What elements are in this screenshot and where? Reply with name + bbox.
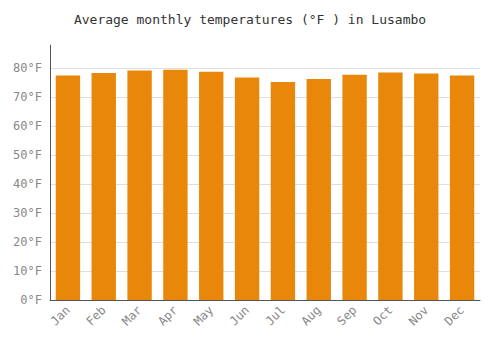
- svg-text:Oct: Oct: [370, 303, 395, 328]
- svg-text:Apr: Apr: [155, 303, 180, 328]
- svg-text:Jan: Jan: [48, 303, 73, 328]
- svg-text:40°F: 40°F: [13, 177, 42, 191]
- svg-text:Aug: Aug: [298, 303, 323, 328]
- svg-text:80°F: 80°F: [13, 61, 42, 75]
- svg-text:Jun: Jun: [227, 303, 252, 328]
- svg-text:Nov: Nov: [406, 303, 431, 328]
- svg-text:Jul: Jul: [263, 303, 288, 328]
- svg-text:Feb: Feb: [83, 303, 108, 328]
- svg-text:70°F: 70°F: [13, 90, 42, 104]
- svg-text:Sep: Sep: [334, 303, 359, 328]
- svg-text:Average monthly temperatures (: Average monthly temperatures (°F ) in Lu…: [74, 12, 426, 27]
- svg-text:60°F: 60°F: [13, 119, 42, 133]
- svg-text:30°F: 30°F: [13, 206, 42, 220]
- svg-text:10°F: 10°F: [13, 264, 42, 278]
- svg-text:May: May: [191, 303, 216, 328]
- svg-text:Dec: Dec: [442, 303, 467, 328]
- svg-text:20°F: 20°F: [13, 235, 42, 249]
- svg-text:Mar: Mar: [119, 303, 144, 328]
- svg-text:50°F: 50°F: [13, 148, 42, 162]
- svg-text:0°F: 0°F: [20, 293, 42, 307]
